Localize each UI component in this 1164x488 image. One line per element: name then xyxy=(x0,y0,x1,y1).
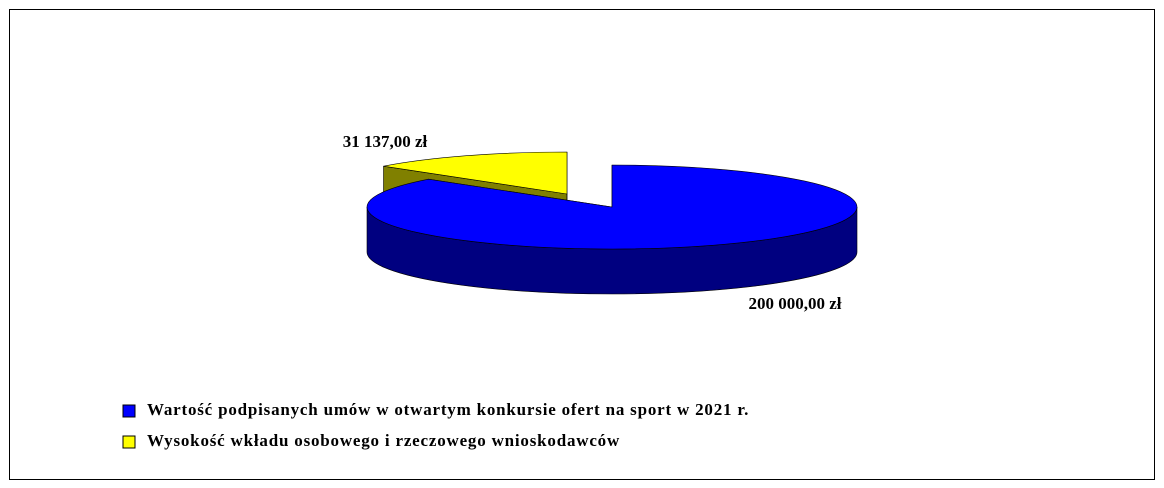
data-label: 200 000,00 zł xyxy=(748,294,841,313)
slice xyxy=(366,164,858,250)
legend-label: Wysokość wkładu osobowego i rzeczowego w… xyxy=(147,431,620,450)
legend-swatch xyxy=(122,404,136,418)
data-label: 31 137,00 zł xyxy=(343,132,428,151)
slice xyxy=(383,151,568,195)
legend-label: Wartość podpisanych umów w otwartym konk… xyxy=(147,400,749,419)
legend-swatch xyxy=(122,435,136,449)
